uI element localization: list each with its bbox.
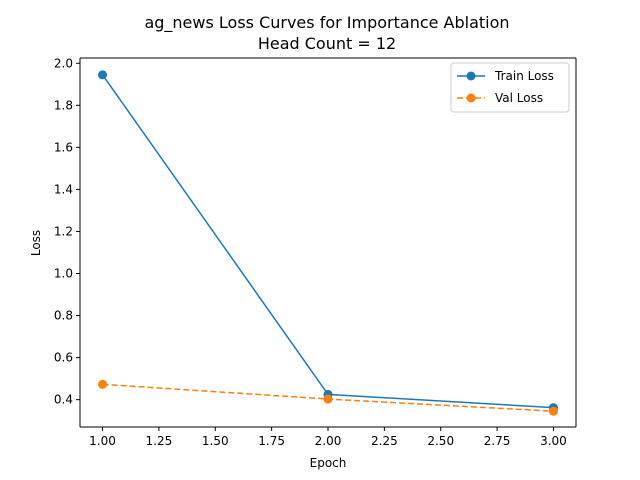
y-axis-ticks: 0.4 0.6 0.8 1.0 1.2 1.4 1.6 1.8 2.0 (54, 56, 80, 407)
x-tick-label: 2.50 (427, 434, 454, 448)
x-tick-label: 2.75 (484, 434, 511, 448)
y-tick-label: 0.4 (54, 393, 73, 407)
y-tick-label: 0.6 (54, 351, 73, 365)
chart-title-line2: Head Count = 12 (258, 34, 396, 53)
chart-title-line1: ag_news Loss Curves for Importance Ablat… (144, 13, 509, 33)
series-point-val (98, 379, 108, 389)
legend-label-train: Train Loss (494, 69, 554, 83)
y-tick-label: 0.8 (54, 309, 73, 323)
legend: Train Loss Val Loss (450, 62, 570, 113)
x-tick-label: 1.00 (89, 434, 116, 448)
x-axis-label: Epoch (310, 456, 347, 470)
series-point-val (548, 406, 558, 416)
y-tick-label: 1.8 (54, 98, 73, 112)
y-tick-label: 1.2 (54, 224, 73, 238)
legend-label-val: Val Loss (495, 91, 543, 105)
x-axis-ticks: 1.00 1.25 1.50 1.75 2.00 2.25 2.50 2.75 3.00 (89, 427, 567, 448)
legend-marker-val (466, 93, 476, 103)
x-tick-label: 3.00 (540, 434, 567, 448)
x-tick-label: 1.50 (202, 434, 229, 448)
x-tick-label: 2.25 (371, 434, 398, 448)
x-tick-label: 1.25 (146, 434, 173, 448)
series-layer (98, 70, 558, 416)
x-tick-label: 2.00 (315, 434, 342, 448)
series-point-val (323, 394, 333, 404)
x-tick-label: 1.75 (258, 434, 285, 448)
plot-area (80, 58, 576, 427)
y-axis-label: Loss (29, 230, 43, 256)
series-point-train (98, 70, 108, 80)
y-tick-label: 1.0 (54, 267, 73, 281)
legend-marker-train (466, 71, 476, 81)
y-tick-label: 1.6 (54, 140, 73, 154)
y-tick-label: 2.0 (54, 56, 73, 70)
y-tick-label: 1.4 (54, 182, 73, 196)
